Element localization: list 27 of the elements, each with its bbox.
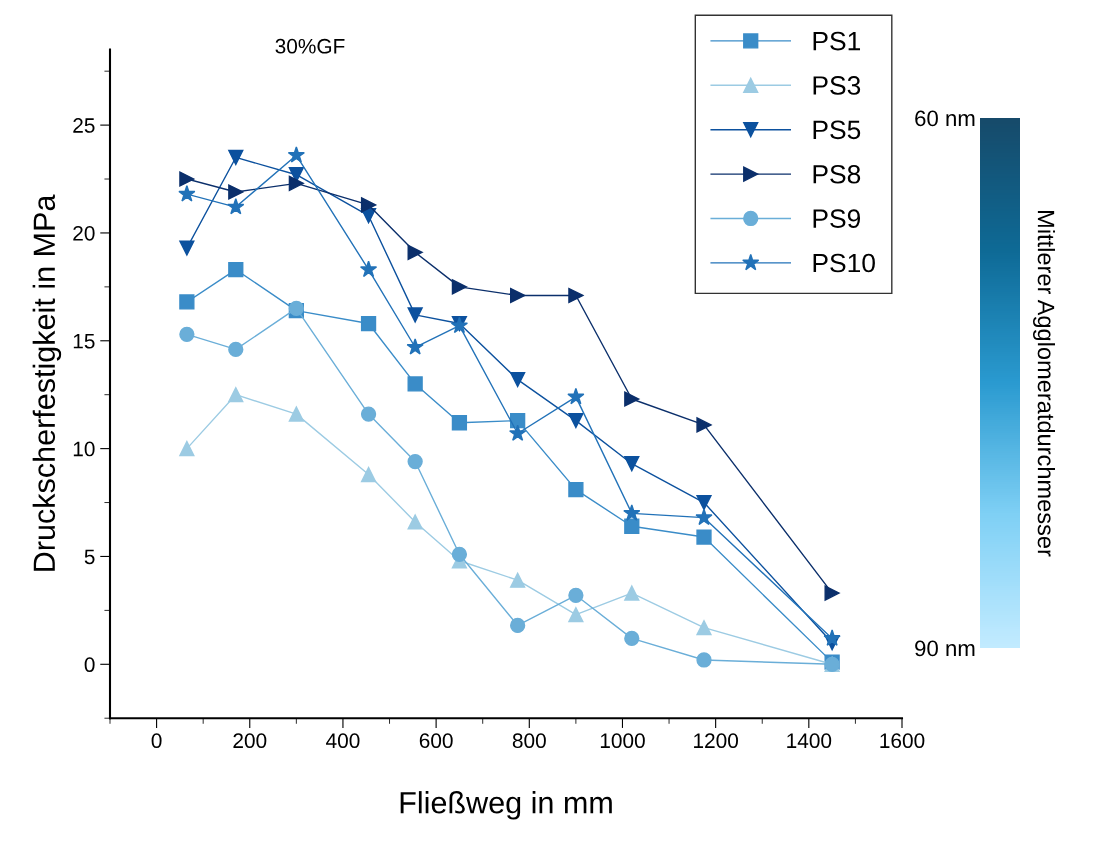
y-tick-label: 0 — [84, 657, 95, 673]
y-tick-label: 25 — [73, 118, 95, 133]
x-tick-label: 1600 — [880, 733, 925, 749]
color-bar-label: 90 nm — [915, 640, 975, 657]
x-tick-label: 1400 — [787, 733, 832, 749]
legend-label: PS9 — [813, 209, 861, 228]
x-axis-title: Fließweg in mm — [400, 791, 612, 820]
y-tick-label: 20 — [73, 225, 95, 241]
legend-label: PS10 — [813, 253, 875, 273]
legend-label: PS8 — [813, 164, 861, 184]
legend-label: PS5 — [813, 120, 861, 140]
color-bar-title: Mittlerer Agglomeratdurchmesser — [1032, 211, 1056, 557]
x-tick-label: 600 — [419, 733, 453, 749]
color-bar-label: 60 nm — [915, 110, 975, 127]
y-tick-label: 10 — [73, 441, 95, 457]
x-tick-label: 400 — [326, 733, 360, 749]
legend-label: PS1 — [813, 31, 861, 51]
x-tick-label: 1200 — [694, 733, 739, 749]
x-tick-label: 1000 — [600, 733, 645, 749]
chart-title: 30%GF — [275, 38, 345, 54]
x-tick-label: 800 — [512, 733, 546, 749]
legend-label: PS3 — [813, 76, 861, 95]
x-tick-label: 200 — [233, 733, 267, 749]
y-tick-label: 5 — [84, 549, 95, 565]
y-axis-title: Druckscherfestigkeit in MPa — [32, 194, 62, 571]
x-tick-label: 0 — [151, 733, 162, 749]
y-tick-label: 15 — [73, 334, 95, 349]
